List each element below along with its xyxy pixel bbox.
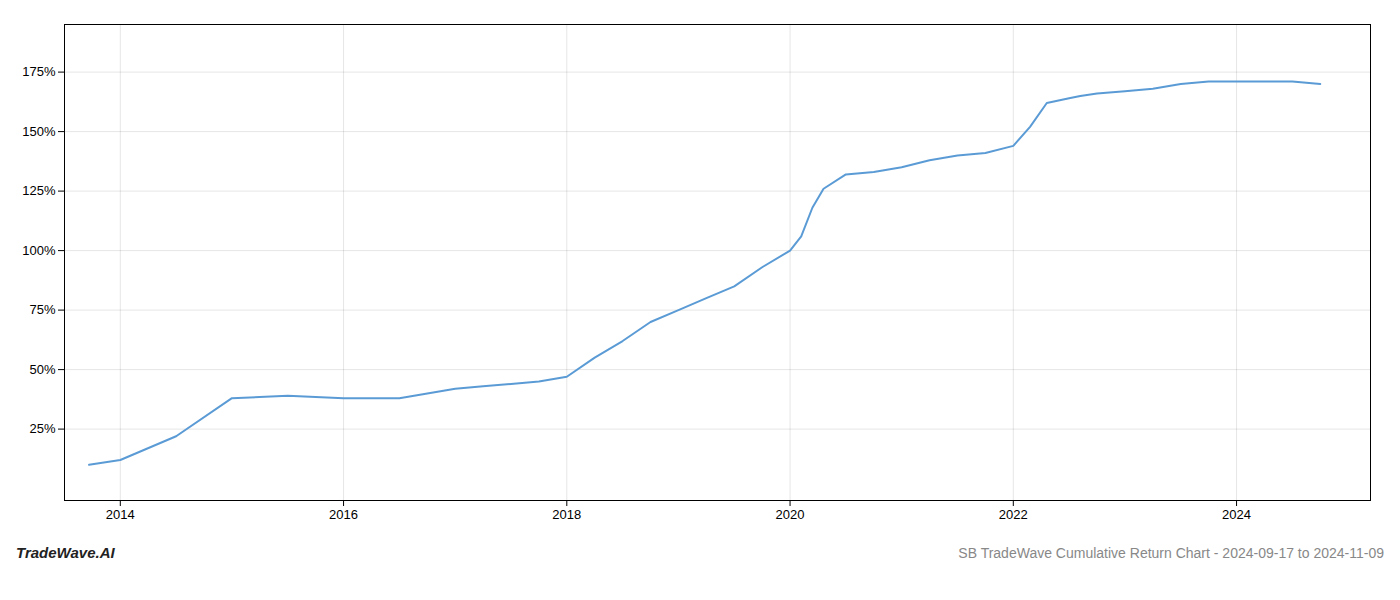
svg-text:2016: 2016 bbox=[329, 507, 358, 522]
svg-text:175%: 175% bbox=[22, 64, 56, 79]
svg-text:75%: 75% bbox=[29, 302, 55, 317]
svg-text:2022: 2022 bbox=[999, 507, 1028, 522]
svg-text:2018: 2018 bbox=[552, 507, 581, 522]
svg-text:150%: 150% bbox=[22, 124, 56, 139]
svg-text:25%: 25% bbox=[29, 421, 55, 436]
svg-text:100%: 100% bbox=[22, 243, 56, 258]
html-text:TradeWave.AI: TradeWave.AI bbox=[16, 544, 115, 561]
svg-text:125%: 125% bbox=[22, 183, 56, 198]
html-text:SB TradeWave Cumulative Return: SB TradeWave Cumulative Return Chart - 2… bbox=[958, 545, 1384, 561]
svg-text:2020: 2020 bbox=[776, 507, 805, 522]
svg-text:2014: 2014 bbox=[106, 507, 135, 522]
svg-text:50%: 50% bbox=[29, 362, 55, 377]
svg-text:2024: 2024 bbox=[1222, 507, 1251, 522]
